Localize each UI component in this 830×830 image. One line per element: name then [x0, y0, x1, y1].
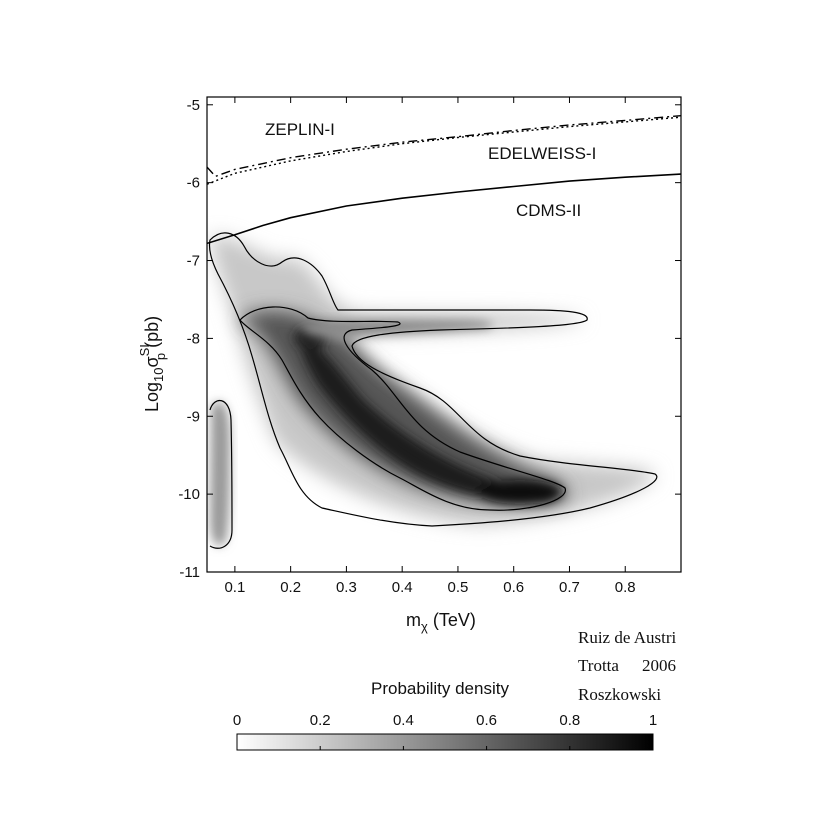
x-axis-title: mχ (TeV) — [406, 610, 476, 634]
colorbar-tick-label: 0.2 — [310, 712, 331, 729]
y-axis-title-sub10: 10 — [151, 367, 166, 381]
curve-label-edelweiss: EDELWEISS-I — [488, 144, 596, 163]
y-tick-label: -7 — [187, 253, 200, 270]
x-tick-label: 0.4 — [392, 579, 413, 596]
left-island-contour — [209, 400, 233, 549]
x-tick-label: 0.7 — [559, 579, 580, 596]
y-axis-title-sup: SI — [137, 344, 152, 356]
y-axis-title-sigma: σ — [142, 356, 162, 367]
plot-frame — [206, 96, 682, 573]
x-tick-label: 0.1 — [224, 579, 245, 596]
x-tick-label: 0.8 — [615, 579, 636, 596]
density-left-island — [210, 401, 230, 546]
y-axis-title-subp: p — [153, 353, 168, 360]
colorbar: Probability density 0 0.2 0.4 0.6 0.8 1 — [233, 679, 657, 751]
y-tick-label: -6 — [187, 175, 200, 192]
colorbar-tick-label: 0 — [233, 712, 241, 729]
colorbar-gradient — [236, 733, 654, 751]
density-arm — [300, 319, 493, 338]
colorbar-tick-label: 1 — [649, 712, 657, 729]
x-axis: 0.1 0.2 0.3 0.4 0.5 0.6 0.7 0.8 — [224, 97, 636, 596]
x-axis-title-base: m — [406, 610, 421, 630]
x-axis-title-subscript: χ — [421, 619, 428, 634]
y-tick-label: -5 — [187, 97, 200, 114]
colorbar-label: Probability density — [371, 679, 509, 698]
x-tick-label: 0.6 — [503, 579, 524, 596]
y-tick-label: -9 — [187, 408, 200, 425]
x-axis-title-unit: (TeV) — [428, 610, 476, 630]
credit-author-1: Ruiz de Austri — [578, 628, 676, 647]
x-tick-label: 0.5 — [448, 579, 469, 596]
colorbar-tick-label: 0.6 — [476, 712, 497, 729]
credit-author-3: Roszkowski — [578, 685, 661, 704]
colorbar-tick-label: 0.8 — [559, 712, 580, 729]
curve-label-cdms: CDMS-II — [516, 201, 581, 220]
inner-contour — [239, 306, 566, 511]
plot-area: ZEPLIN-I EDELWEISS-I CDMS-II — [206, 96, 682, 573]
colorbar-tick-label: 0.4 — [393, 712, 414, 729]
density-outer-region — [210, 236, 656, 525]
y-axis-title-unit: (pb) — [142, 316, 162, 353]
y-tick-label: -8 — [187, 330, 200, 347]
x-tick-label: 0.3 — [336, 579, 357, 596]
y-tick-label: -11 — [179, 564, 200, 581]
limit-curve-edelweiss-i — [207, 116, 681, 185]
credit-author-2: Trotta — [578, 656, 619, 675]
curve-label-zeplin: ZEPLIN-I — [265, 120, 335, 139]
colorbar-ticks: 0 0.2 0.4 0.6 0.8 1 — [233, 712, 657, 750]
y-tick-label: -10 — [178, 486, 200, 503]
y-axis-title-base: Log — [142, 382, 162, 412]
credible-contours — [208, 232, 658, 549]
limit-curve-cdms-ii — [207, 173, 681, 245]
credit-year: 2006 — [642, 656, 676, 675]
x-tick-label: 0.2 — [280, 579, 301, 596]
y-axis-title: Log10σSIp (pb) — [137, 316, 168, 412]
y-axis: -5 -6 -7 -8 -9 -10 -11 — [178, 97, 681, 581]
outer-contour — [208, 232, 658, 527]
limit-curve-zeplin-i — [207, 115, 681, 178]
limit-curves — [207, 115, 681, 245]
